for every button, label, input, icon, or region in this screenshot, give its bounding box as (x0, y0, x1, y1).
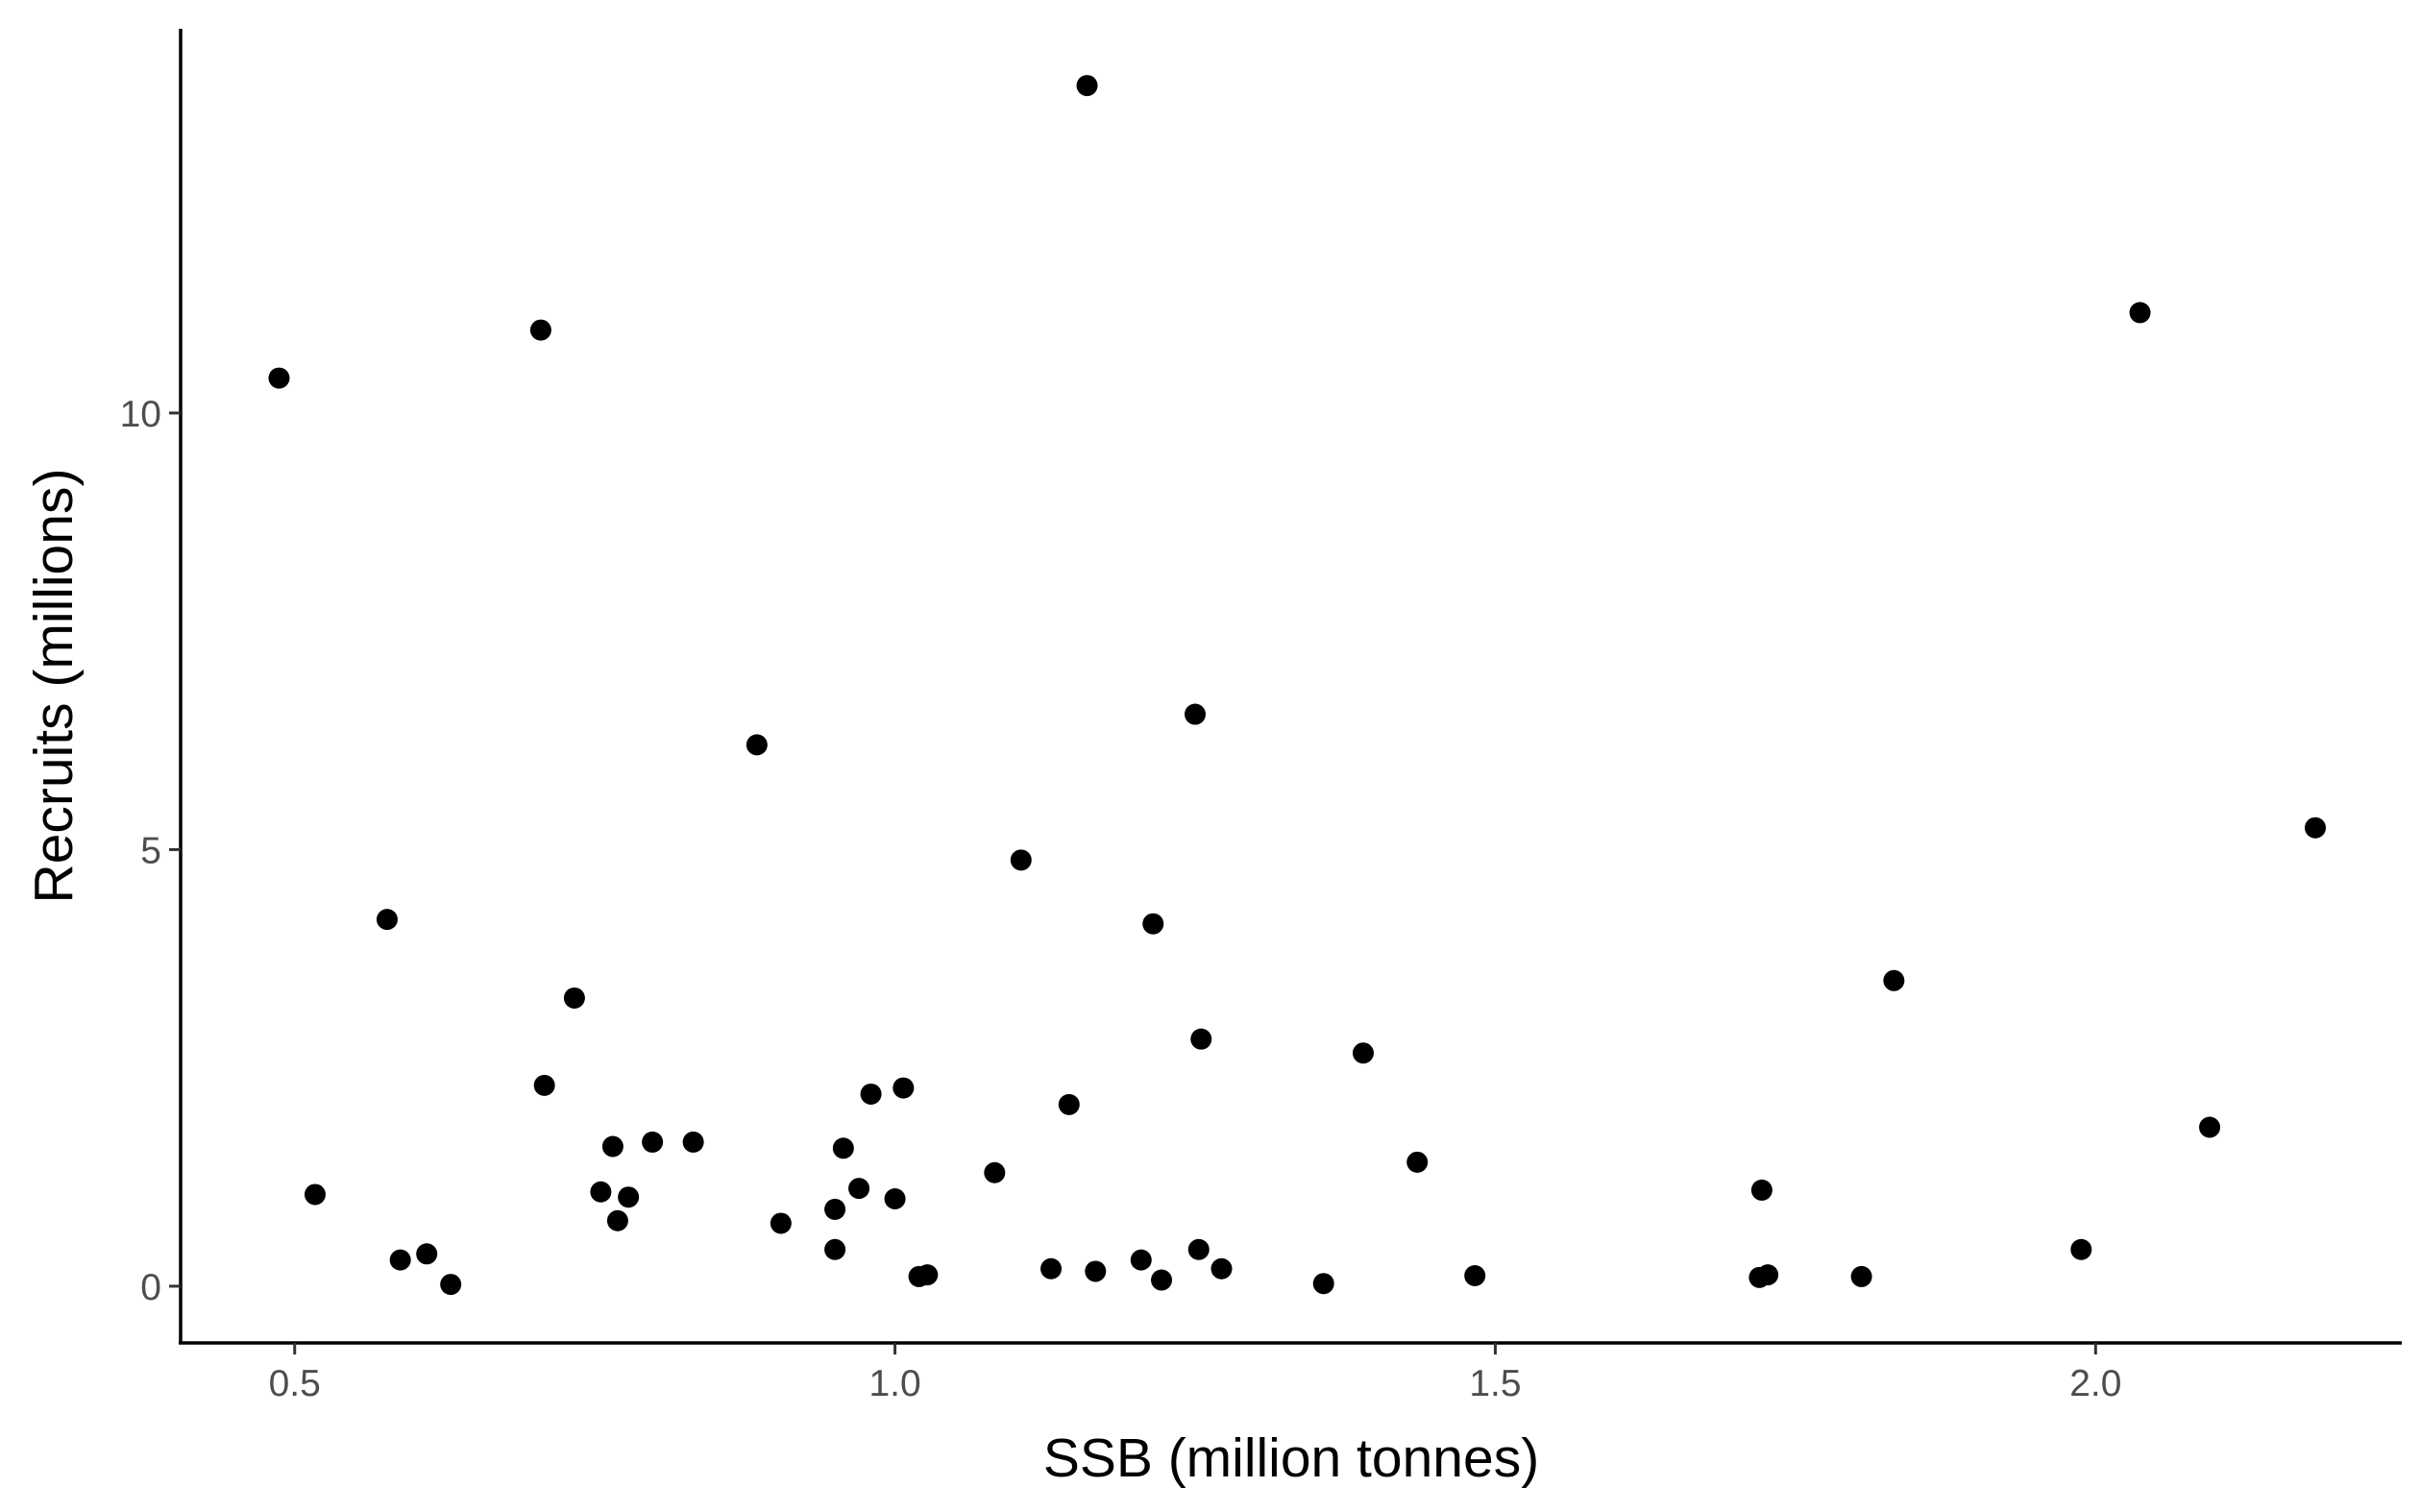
points-layer (268, 75, 2327, 1296)
data-point (746, 734, 768, 756)
data-point (1151, 1269, 1173, 1291)
data-point (892, 1077, 915, 1099)
y-ticks: 0 5 10 (120, 394, 181, 1308)
data-point (884, 1188, 906, 1210)
data-point (1058, 1093, 1080, 1115)
data-point (590, 1181, 612, 1203)
data-point (824, 1198, 846, 1220)
data-point (1040, 1257, 1063, 1280)
data-point (1187, 1238, 1210, 1260)
data-point (304, 1183, 326, 1206)
data-point (563, 987, 585, 1009)
data-point (1406, 1151, 1429, 1173)
x-ticks: 0.5 1.0 1.5 2.0 (269, 1343, 2121, 1404)
data-point (642, 1131, 664, 1153)
y-axis-title: Recruits (millions) (23, 469, 85, 904)
data-point (440, 1274, 462, 1296)
data-point (1010, 849, 1032, 871)
y-tick-label: 10 (120, 394, 161, 435)
data-point (1757, 1264, 1779, 1286)
data-point (860, 1083, 882, 1105)
x-tick-label: 2.0 (2069, 1363, 2121, 1404)
data-point (1750, 1179, 1772, 1201)
data-point (1352, 1042, 1374, 1064)
data-point (529, 319, 551, 341)
data-point (917, 1264, 939, 1286)
x-tick-label: 0.5 (269, 1363, 321, 1404)
data-point (1076, 75, 1098, 97)
data-point (1883, 969, 1905, 991)
data-point (601, 1135, 623, 1158)
data-point (770, 1212, 792, 1234)
data-point (2199, 1116, 2221, 1138)
data-point (832, 1137, 854, 1159)
data-point (416, 1243, 438, 1265)
data-point (533, 1074, 555, 1096)
data-point (1142, 913, 1164, 935)
data-point (2305, 817, 2327, 839)
data-point (1130, 1249, 1152, 1271)
axes: 0.5 1.0 1.5 2.0 0 5 10 (120, 29, 2402, 1404)
data-point (1210, 1257, 1233, 1280)
data-point (1850, 1265, 1872, 1287)
y-tick-label: 5 (140, 830, 161, 871)
x-axis-title: SSB (million tonnes) (1043, 1427, 1539, 1489)
y-tick-label: 0 (140, 1267, 161, 1308)
data-point (2070, 1238, 2092, 1260)
data-point (389, 1249, 411, 1271)
data-point (984, 1161, 1006, 1183)
x-tick-label: 1.5 (1469, 1363, 1521, 1404)
data-point (1312, 1273, 1334, 1295)
data-point (618, 1186, 640, 1208)
data-point (824, 1238, 846, 1260)
data-point (682, 1131, 704, 1153)
data-point (848, 1178, 870, 1200)
data-point (606, 1209, 628, 1232)
data-point (1464, 1265, 1486, 1287)
data-point (268, 367, 290, 389)
data-point (376, 909, 398, 931)
data-point (1085, 1260, 1107, 1282)
data-point (1185, 703, 1207, 725)
data-point (1190, 1028, 1212, 1050)
data-point (2129, 302, 2151, 324)
x-tick-label: 1.0 (868, 1363, 920, 1404)
